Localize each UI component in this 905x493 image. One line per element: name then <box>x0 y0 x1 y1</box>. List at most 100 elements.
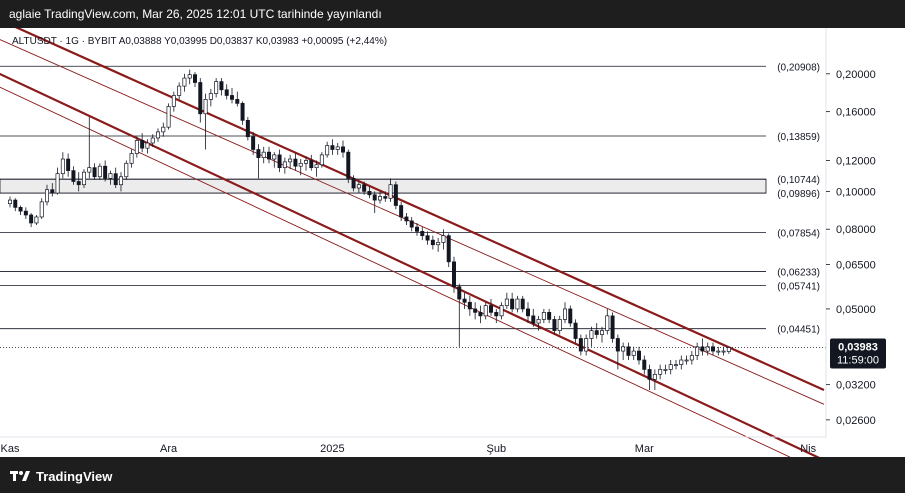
candle-body <box>182 77 187 87</box>
tradingview-brand[interactable]: TradingView <box>10 467 112 485</box>
candle-body <box>668 364 673 370</box>
y-tick-label: 0,16000 <box>836 107 876 119</box>
candle-body <box>8 199 12 205</box>
candle-body <box>314 164 319 169</box>
candle-body <box>726 347 731 352</box>
candle-body <box>425 235 430 241</box>
y-tick-label: 0,10000 <box>836 186 876 198</box>
candle-body <box>187 74 192 79</box>
candle-body <box>108 173 113 179</box>
candle-body <box>92 167 97 178</box>
candle-body <box>605 315 610 331</box>
candle-body <box>600 330 604 335</box>
x-tick-label: Mar <box>635 443 654 455</box>
candle-body <box>356 184 361 189</box>
candle-body <box>563 308 567 320</box>
candle-body <box>166 106 171 128</box>
chart-canvas[interactable]: (0,20908) (0,13859) (0,10744) (0,09896) (0,0… <box>0 18 905 474</box>
candle-body <box>689 355 694 361</box>
candle-body <box>663 369 668 371</box>
candle-body <box>214 81 219 94</box>
candle-body <box>716 350 721 353</box>
x-tick-label: Kas <box>1 443 20 455</box>
level-label: (0,06233) <box>777 268 820 279</box>
candle-body <box>409 220 414 228</box>
candle-body <box>420 231 425 237</box>
candle-body <box>552 319 557 331</box>
candle-body <box>499 305 504 317</box>
candle-body <box>45 189 49 203</box>
candle-body <box>452 261 456 288</box>
candle-body <box>150 137 155 144</box>
candle-body <box>578 338 583 352</box>
candlestick-chart[interactable]: (0,20908) (0,13859) (0,10744) (0,09896) (0,0… <box>0 18 905 474</box>
candle-body <box>520 298 525 310</box>
candle-body <box>652 374 657 380</box>
candle-body <box>34 216 39 224</box>
candle-body <box>66 158 71 171</box>
candle-body <box>462 298 467 303</box>
candle-body <box>161 126 166 133</box>
candle-body <box>240 103 245 121</box>
candle-body <box>679 359 684 366</box>
candle-body <box>457 286 462 300</box>
candle-body <box>642 359 647 370</box>
candle-body <box>272 154 277 160</box>
candle-body <box>594 330 599 335</box>
candle-body <box>198 82 203 115</box>
y-tick-label: 0,02600 <box>836 415 876 427</box>
footer-bar: TradingView <box>0 457 905 493</box>
x-tick-label: Şub <box>486 443 506 455</box>
candle-body <box>721 350 726 353</box>
candle-body <box>23 210 28 216</box>
candle-body <box>372 194 377 201</box>
candle-body <box>245 119 250 138</box>
candle-body <box>50 189 55 194</box>
candle-body <box>695 346 700 356</box>
candle-body <box>119 176 123 186</box>
candle-body <box>134 140 139 154</box>
candle-body <box>478 312 483 317</box>
candle-body <box>203 99 208 115</box>
candle-body <box>584 338 589 352</box>
candle-body <box>536 319 541 324</box>
price-axis: 0,20000 0,16000 0,12000 0,10000 0,08000 0,065… <box>826 69 876 427</box>
candle-body <box>177 85 182 96</box>
candle-body <box>494 312 499 317</box>
y-tick-label: 0,06500 <box>836 259 876 271</box>
candle-body <box>388 184 393 199</box>
candle-body <box>647 369 652 380</box>
candle-body <box>430 239 435 246</box>
candle-body <box>18 207 23 212</box>
last-price-value: 0,03983 <box>838 342 878 354</box>
time-axis: Kas Ara 2025 Şub Mar Nis <box>0 436 826 455</box>
bar-countdown: 11:59:00 <box>837 355 879 367</box>
candle-body <box>557 319 562 331</box>
candle-body <box>113 173 118 186</box>
channel-line <box>0 18 825 392</box>
candle-body <box>573 322 578 339</box>
horizontal-levels-layer: (0,20908) (0,13859) (0,10744) (0,09896) (0,0… <box>0 62 820 336</box>
candle-body <box>631 350 636 356</box>
candle-body <box>288 158 293 163</box>
candle-body <box>97 165 102 178</box>
level-label: (0,09896) <box>777 189 820 200</box>
candle-body <box>446 235 451 263</box>
x-tick-label: Ara <box>160 443 178 455</box>
candle-body <box>282 161 287 169</box>
candle-body <box>658 369 663 375</box>
x-tick-label: Nis <box>800 443 816 455</box>
candle-body <box>235 99 240 104</box>
candle-body <box>441 235 446 243</box>
candle-body <box>378 196 382 201</box>
candle-body <box>637 350 641 361</box>
level-label: (0,07854) <box>777 228 820 239</box>
candle-body <box>145 142 150 149</box>
level-label: (0,13859) <box>777 132 820 143</box>
level-label: (0,20908) <box>777 62 820 73</box>
y-tick-label: 0,08000 <box>836 224 876 236</box>
candle-body <box>531 315 536 324</box>
candle-body <box>193 74 197 83</box>
candle-body <box>335 146 340 150</box>
